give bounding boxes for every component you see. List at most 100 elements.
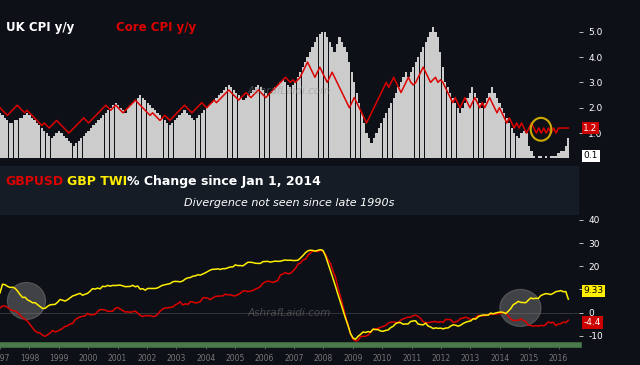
Bar (333, 52, 336, 158)
Bar (319, 34, 321, 158)
Bar (531, 151, 532, 158)
Bar (45, 133, 48, 158)
Bar (31, 118, 33, 158)
Bar (200, 113, 203, 158)
Bar (213, 100, 215, 158)
Bar (407, 77, 410, 158)
Bar (225, 88, 227, 158)
Bar (400, 82, 402, 158)
Bar (85, 133, 87, 158)
Bar (275, 88, 276, 158)
Bar (1, 115, 4, 158)
Bar (499, 103, 500, 158)
Bar (220, 92, 223, 158)
Text: Divergence not seen since late 1990s: Divergence not seen since late 1990s (184, 198, 395, 208)
Bar (21, 118, 23, 158)
Bar (6, 120, 8, 158)
Bar (301, 67, 304, 158)
Bar (435, 32, 436, 158)
Bar (139, 95, 141, 158)
Bar (346, 52, 348, 158)
Bar (307, 57, 308, 158)
Bar (506, 118, 508, 158)
Bar (245, 97, 247, 158)
Bar (159, 115, 161, 158)
Bar (444, 82, 447, 158)
Bar (429, 32, 431, 158)
Bar (552, 156, 555, 158)
Bar (60, 133, 63, 158)
Text: AshrafLaidi.com: AshrafLaidi.com (248, 86, 332, 96)
Text: 0.1: 0.1 (584, 151, 598, 161)
Bar (56, 133, 58, 158)
Bar (41, 128, 43, 158)
Bar (456, 108, 459, 158)
Bar (331, 47, 333, 158)
Bar (65, 138, 68, 158)
Bar (493, 92, 495, 158)
Bar (424, 42, 427, 158)
Bar (24, 115, 26, 158)
Bar (358, 103, 360, 158)
Bar (70, 143, 72, 158)
Bar (144, 100, 147, 158)
Bar (154, 110, 156, 158)
Bar (171, 123, 173, 158)
Bar (196, 118, 198, 158)
Text: GBP TWI: GBP TWI (67, 175, 127, 188)
Bar (68, 141, 70, 158)
Bar (351, 72, 353, 158)
Bar (294, 82, 296, 158)
Bar (356, 92, 358, 158)
Bar (38, 126, 40, 158)
Bar (77, 141, 80, 158)
Bar (390, 103, 392, 158)
Bar (63, 136, 65, 158)
Text: 9.33: 9.33 (584, 287, 604, 295)
Bar (464, 103, 466, 158)
Bar (403, 77, 404, 158)
Bar (193, 120, 195, 158)
Bar (216, 97, 218, 158)
Bar (385, 113, 387, 158)
Text: -4.4: -4.4 (584, 318, 601, 327)
Bar (454, 103, 456, 158)
Bar (75, 143, 77, 158)
Bar (550, 156, 552, 158)
Bar (567, 138, 570, 158)
Bar (260, 88, 262, 158)
Bar (218, 95, 220, 158)
Bar (467, 97, 468, 158)
Bar (503, 113, 506, 158)
Bar (284, 82, 287, 158)
Bar (368, 138, 370, 158)
Bar (343, 47, 346, 158)
Bar (309, 52, 311, 158)
Bar (267, 95, 269, 158)
Bar (479, 103, 481, 158)
Bar (513, 133, 515, 158)
Bar (314, 42, 316, 158)
Bar (188, 115, 191, 158)
Bar (486, 97, 488, 158)
Bar (198, 115, 200, 158)
Bar (164, 120, 166, 158)
Bar (252, 90, 255, 158)
Bar (9, 123, 11, 158)
Bar (58, 131, 60, 158)
Bar (152, 108, 154, 158)
Bar (439, 52, 442, 158)
Bar (532, 156, 535, 158)
Bar (208, 105, 210, 158)
Bar (223, 90, 225, 158)
Bar (523, 131, 525, 158)
Bar (326, 37, 328, 158)
Bar (147, 103, 148, 158)
Bar (33, 120, 36, 158)
Bar (97, 120, 99, 158)
Bar (173, 120, 176, 158)
Bar (484, 103, 486, 158)
Bar (304, 62, 306, 158)
Bar (311, 47, 314, 158)
Bar (525, 133, 527, 158)
